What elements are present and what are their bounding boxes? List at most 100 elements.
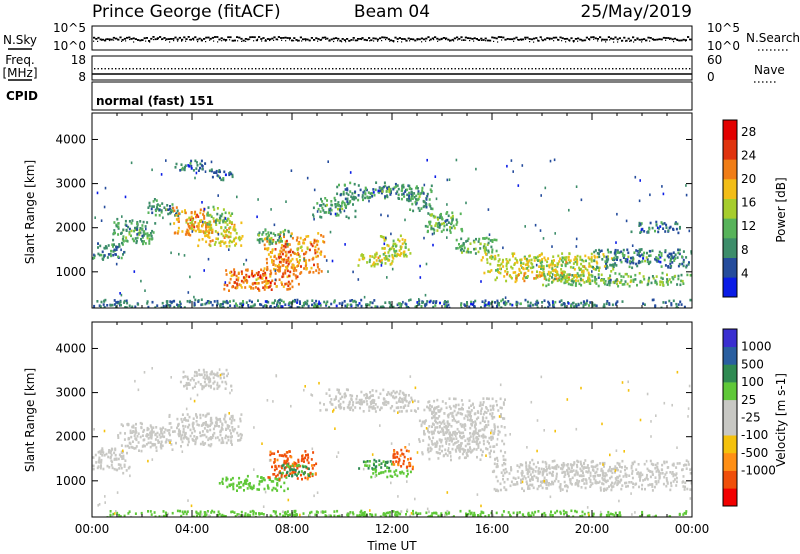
range-gate-cell bbox=[243, 489, 245, 492]
range-gate-cell bbox=[283, 468, 286, 471]
range-gate-cell bbox=[271, 465, 273, 469]
range-gate-cell bbox=[585, 259, 587, 263]
nave-sample bbox=[216, 68, 218, 70]
range-gate-cell bbox=[229, 417, 232, 421]
range-gate-cell bbox=[489, 412, 492, 416]
range-gate-cell bbox=[493, 238, 496, 242]
range-gate-cell bbox=[285, 473, 288, 477]
nsky-sample bbox=[187, 36, 190, 38]
nsearch-sample bbox=[205, 41, 207, 43]
range-gate-cell bbox=[642, 275, 645, 278]
nsky-sample bbox=[376, 38, 379, 41]
range-gate-cell bbox=[384, 184, 387, 188]
range-gate-cell bbox=[594, 275, 597, 279]
noise-cell bbox=[202, 220, 204, 224]
range-gate-cell bbox=[202, 413, 205, 417]
noise-cell bbox=[203, 208, 206, 211]
range-gate-cell bbox=[253, 281, 256, 285]
range-gate-cell bbox=[310, 243, 313, 246]
range-gate-cell bbox=[236, 304, 239, 307]
range-gate-cell bbox=[596, 252, 599, 255]
range-gate-cell bbox=[522, 266, 524, 270]
noise-cell bbox=[404, 218, 406, 222]
nave-sample bbox=[367, 68, 369, 70]
range-gate-cell bbox=[289, 287, 292, 291]
nave-sample bbox=[290, 68, 292, 70]
range-gate-cell bbox=[534, 303, 537, 306]
range-gate-cell bbox=[452, 430, 455, 434]
range-gate-cell bbox=[272, 259, 275, 263]
range-gate-cell bbox=[485, 425, 488, 429]
range-gate-cell bbox=[498, 302, 500, 305]
range-gate-cell bbox=[417, 400, 420, 403]
range-gate-cell bbox=[464, 414, 467, 417]
range-gate-cell bbox=[250, 273, 253, 277]
noise-cell bbox=[480, 280, 482, 283]
range-gate-cell bbox=[409, 186, 412, 190]
range-gate-cell bbox=[112, 238, 115, 242]
nsky-sample bbox=[374, 37, 377, 40]
range-gate-cell bbox=[442, 454, 445, 458]
range-gate-cell bbox=[288, 474, 291, 477]
noise-cell bbox=[104, 186, 107, 190]
power-colorbar-segment bbox=[723, 218, 737, 239]
range-gate-cell bbox=[288, 302, 290, 305]
range-gate-cell bbox=[351, 394, 354, 398]
range-gate-cell bbox=[321, 206, 324, 210]
range-gate-cell bbox=[451, 211, 454, 215]
range-gate-cell bbox=[105, 246, 108, 250]
range-gate-cell bbox=[112, 253, 115, 257]
nave-sample bbox=[321, 68, 323, 70]
range-gate-cell bbox=[374, 253, 377, 257]
range-gate-cell bbox=[163, 206, 166, 209]
range-gate-cell bbox=[472, 430, 475, 433]
nsky-sample bbox=[341, 38, 344, 40]
nsky-sample bbox=[258, 36, 261, 38]
range-gate-cell bbox=[269, 305, 272, 308]
range-gate-cell bbox=[126, 451, 128, 455]
range-gate-cell bbox=[478, 434, 481, 438]
nsky-sample bbox=[460, 36, 463, 39]
range-gate-cell bbox=[604, 280, 607, 283]
range-gate-cell bbox=[133, 434, 136, 437]
range-gate-cell bbox=[656, 260, 659, 263]
range-gate-cell bbox=[141, 434, 144, 437]
nave-sample bbox=[594, 68, 596, 70]
range-gate-cell bbox=[428, 425, 431, 428]
range-gate-cell bbox=[258, 231, 261, 235]
range-gate-cell bbox=[409, 199, 412, 202]
range-gate-cell bbox=[480, 409, 483, 413]
range-gate-cell bbox=[103, 254, 106, 257]
range-gate-cell bbox=[330, 398, 333, 401]
range-gate-cell bbox=[370, 264, 373, 268]
range-gate-cell bbox=[579, 258, 582, 261]
range-gate-cell bbox=[286, 264, 289, 268]
range-gate-cell bbox=[624, 280, 627, 283]
power-colorbar-segment bbox=[723, 238, 737, 258]
range-gate-cell bbox=[522, 262, 525, 265]
range-gate-cell bbox=[170, 443, 173, 446]
range-gate-cell bbox=[670, 280, 673, 284]
range-gate-cell bbox=[604, 260, 607, 263]
range-gate-cell bbox=[567, 474, 570, 478]
range-gate-cell bbox=[578, 282, 581, 286]
range-gate-cell bbox=[642, 254, 645, 257]
range-gate-cell bbox=[491, 435, 494, 439]
range-gate-cell bbox=[347, 404, 350, 407]
range-gate-cell bbox=[131, 305, 134, 308]
nsky-sample bbox=[592, 36, 595, 38]
range-gate-cell bbox=[496, 302, 499, 306]
nsearch-sample bbox=[117, 38, 119, 40]
range-gate-cell bbox=[399, 406, 402, 409]
range-gate-cell bbox=[690, 250, 692, 253]
nsearch-sample bbox=[149, 41, 151, 43]
range-gate-cell bbox=[343, 201, 346, 205]
range-gate-cell bbox=[455, 437, 458, 440]
nsky-sample bbox=[240, 37, 243, 40]
range-gate-cell bbox=[195, 420, 198, 423]
nsky-sample bbox=[249, 36, 252, 39]
range-gate-cell bbox=[345, 206, 347, 209]
range-gate-cell bbox=[536, 255, 539, 259]
range-gate-cell bbox=[225, 427, 228, 431]
range-gate-cell bbox=[297, 264, 300, 267]
